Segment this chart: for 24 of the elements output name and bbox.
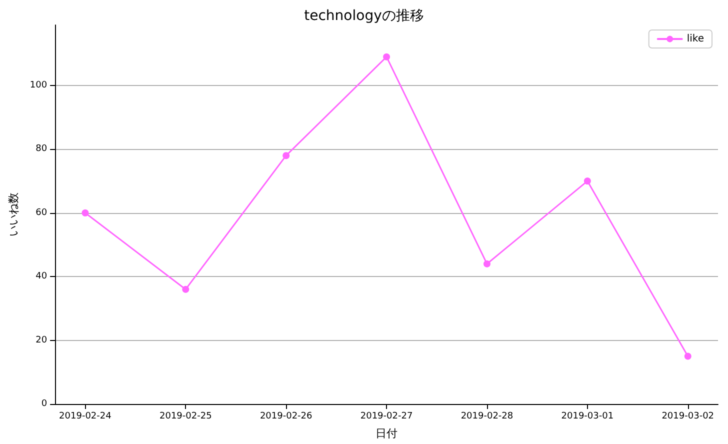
x-tick-label: 2019-03-01 [561,412,614,422]
x-tick-label: 2019-02-26 [260,412,313,422]
x-axis-title: 日付 [376,427,398,440]
y-tick-label: 40 [36,272,48,282]
x-tick-label: 2019-02-27 [360,412,413,422]
y-tick-label: 0 [41,399,48,409]
legend-label: like [686,34,704,44]
y-tick-label: 80 [36,144,48,154]
x-tick-label: 2019-03-02 [662,412,714,422]
point [684,352,692,360]
y-tick-label: 60 [36,208,48,218]
x-tick-label: 2019-02-24 [59,412,112,422]
point [483,260,490,268]
point [383,53,390,60]
y-tick-label: 20 [36,335,48,346]
x-tick-label: 2019-02-28 [460,412,514,422]
point [82,209,89,216]
y-tick-label: 100 [30,80,48,91]
y-axis-title: いいね数 [7,192,20,236]
point [182,286,190,293]
point [282,152,290,160]
x-tick-label: 2019-02-25 [159,412,212,422]
point [584,178,591,185]
chart-title: technologyの推移 [304,8,424,24]
